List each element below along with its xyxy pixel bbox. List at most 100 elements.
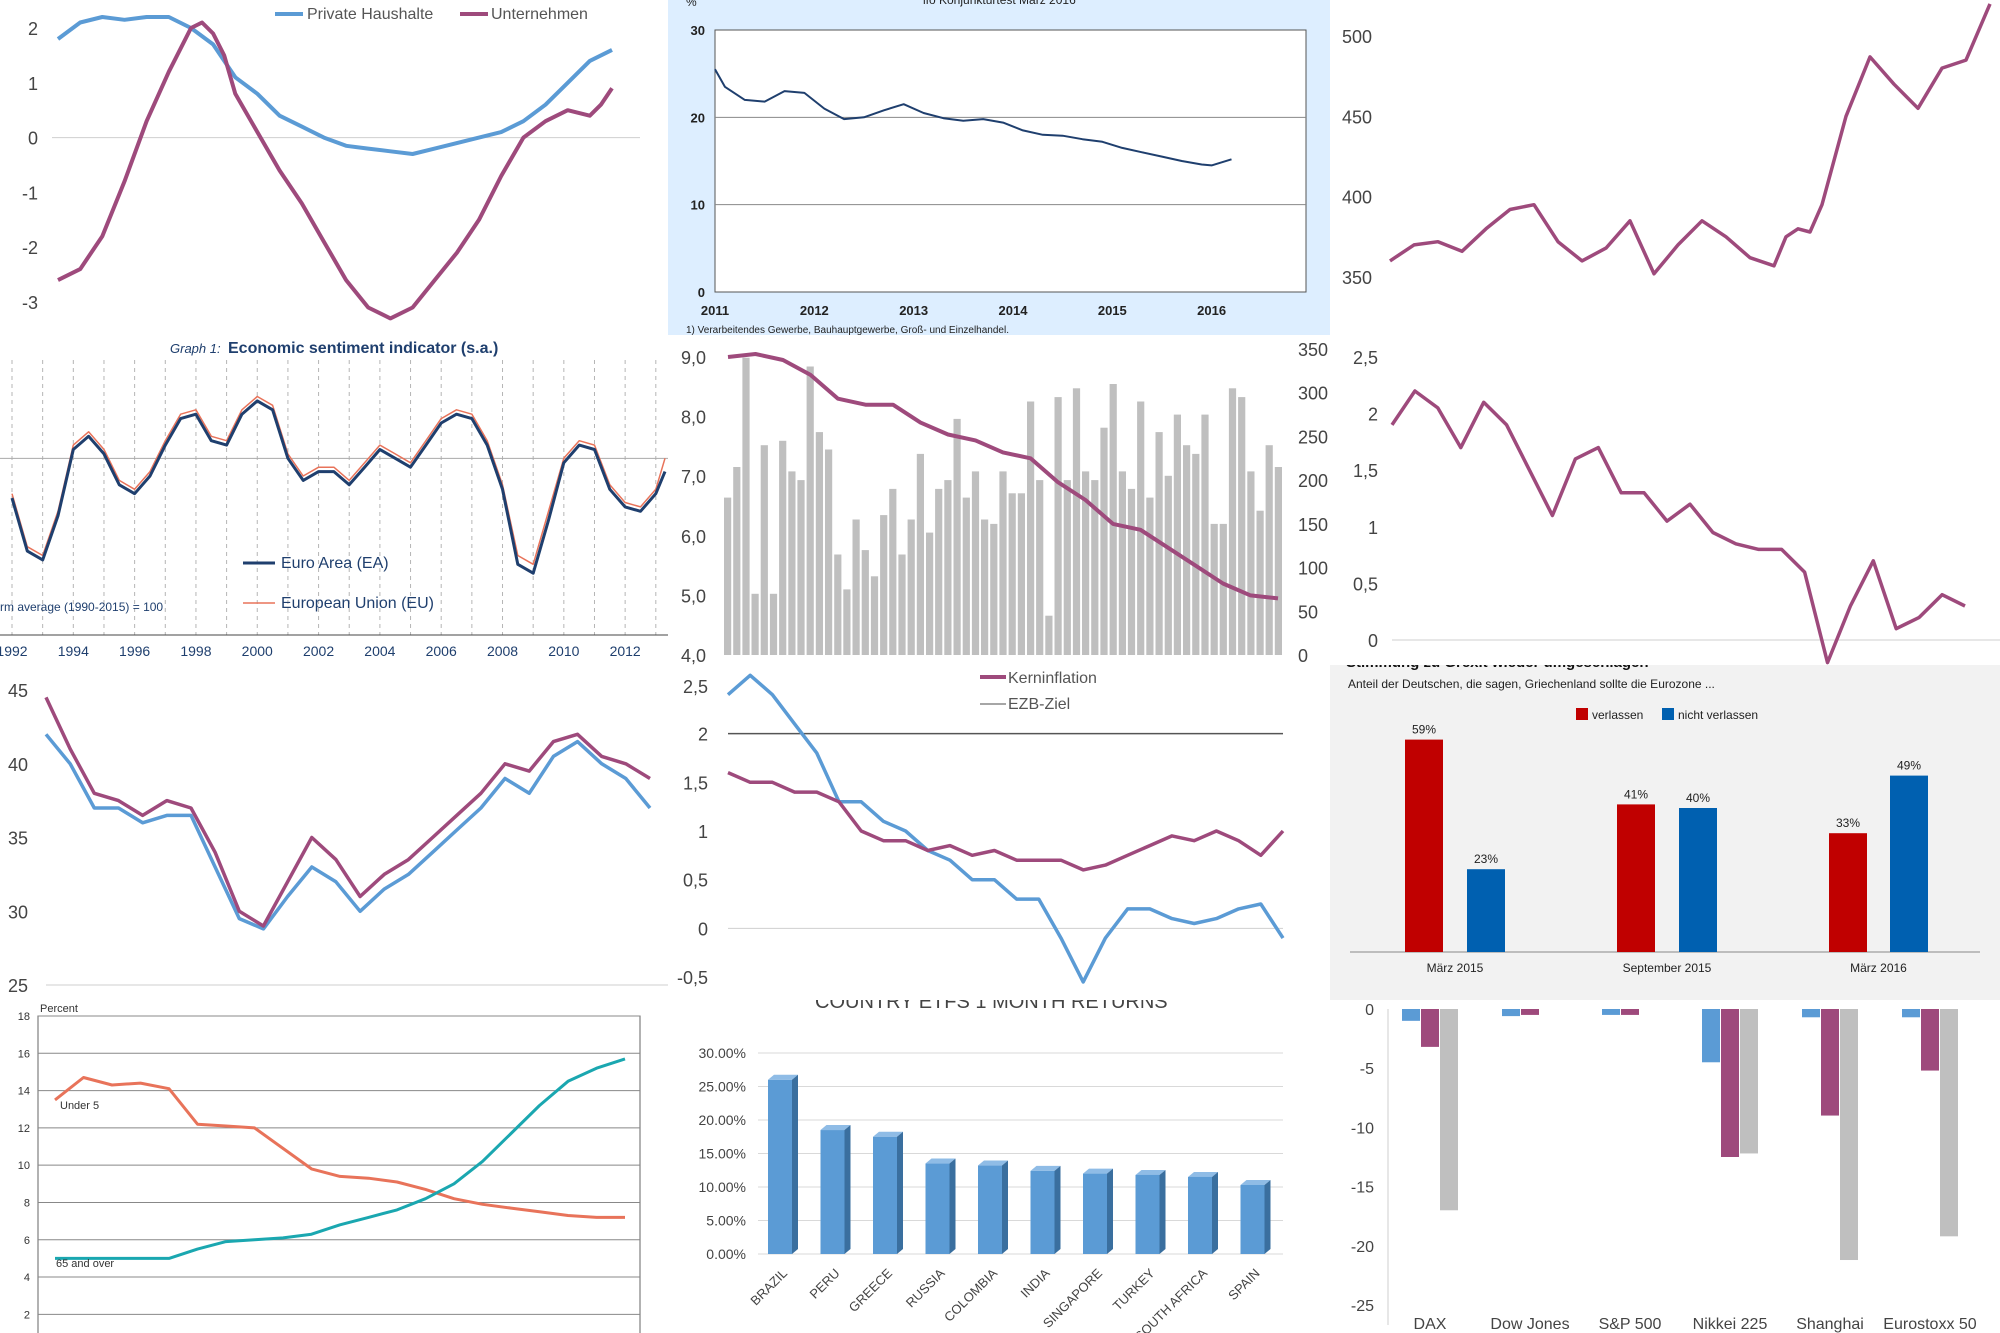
y-tick-label: 20.00% [699, 1112, 746, 1128]
bar [733, 467, 741, 655]
chart-subtitle: Anteil der Deutschen, die sagen, Grieche… [1348, 677, 1715, 691]
y-tick-right: 350 [1298, 340, 1328, 360]
y-tick-label: 0 [1365, 1002, 1374, 1019]
bar-purple [1521, 1009, 1539, 1015]
y-tick-label: 15.00% [699, 1146, 746, 1162]
y-tick-label: 40 [8, 755, 28, 775]
y-tick-label: -0,5 [677, 968, 708, 988]
bar [981, 519, 989, 655]
x-tick-label: 2013 [899, 303, 928, 318]
chart-subtitle: ifo Konjunkturtest März 2016 [923, 0, 1076, 7]
bar [1045, 615, 1053, 655]
bar-top [873, 1131, 903, 1137]
bar [1173, 414, 1181, 655]
chart-title: Stimmung zu Grexit wieder umgeschlagen [1346, 665, 1649, 671]
y-tick-left: 7,0 [681, 467, 706, 487]
y-tick-label: 2 [698, 725, 708, 745]
bar-value-label: 33% [1836, 816, 1860, 830]
y-tick-label: 14 [18, 1086, 30, 1098]
bar-blue [1602, 1009, 1620, 1015]
y-tick-label: -3 [22, 293, 38, 313]
y-tick-label: 0 [1368, 631, 1378, 651]
y-tick-left: 6,0 [681, 527, 706, 547]
chart-population-share: 18 16 14 12 10 8 6 4 2 Percent Under 5 65 and over [18, 1003, 641, 1333]
y-tick-label: -5 [1360, 1061, 1374, 1078]
x-tick-label: 2006 [426, 643, 457, 659]
panel-dual-axis-bars: 9,0 8,0 7,0 6,0 5,0 4,0 350 300 250 200 150 100 50 0 [668, 335, 1330, 665]
x-tick-label: 2002 [303, 643, 334, 659]
bar [870, 576, 879, 655]
y-tick-label: 25 [8, 976, 28, 996]
y-tick-label: 10 [691, 198, 705, 213]
bar-purple [1921, 1009, 1939, 1071]
panel-sentiment-households-companies: 2 1 0 -1 -2 -3 Private Haushalte Unternehmen [0, 0, 668, 335]
bar [724, 497, 732, 655]
bar-side [844, 1125, 851, 1254]
x-tick-label: 1994 [58, 643, 89, 659]
y-tick-label: 2,5 [1353, 348, 1378, 368]
x-category-label: GREECE [846, 1265, 896, 1315]
bar-purple [1721, 1009, 1739, 1157]
bar [751, 593, 759, 655]
legend-label-eu: European Union (EU) [281, 595, 434, 612]
x-category-label: März 2016 [1850, 961, 1907, 975]
legend-swatch-stay [1662, 708, 1674, 720]
bar-blue [1402, 1009, 1420, 1021]
y-tick-label: 12 [18, 1123, 30, 1135]
y-tick-label: 2,5 [683, 677, 708, 697]
bar [834, 554, 842, 655]
bar [1072, 388, 1081, 655]
bar-red [1829, 833, 1867, 952]
series-line [1390, 389, 1966, 665]
panel-declining-line: 2,5 2 1,5 1 0,5 0 [1330, 335, 2000, 665]
x-category-label: Dow Jones [1490, 1316, 1569, 1333]
bar [843, 589, 851, 655]
y-tick-label: -15 [1351, 1180, 1374, 1197]
y-tick-left: 4,0 [681, 646, 706, 665]
bar [1027, 401, 1035, 655]
bar [880, 515, 888, 655]
legend-swatch-leave [1576, 708, 1588, 720]
x-category-label: DAX [1414, 1316, 1447, 1333]
y-tick-label: 16 [18, 1048, 30, 1060]
x-tick-label: 2016 [1197, 303, 1226, 318]
bar [1201, 414, 1209, 655]
bar [978, 1165, 1002, 1254]
bar [1183, 445, 1191, 655]
series-line-under5 [54, 1076, 625, 1219]
panel-population-share: 18 16 14 12 10 8 6 4 2 Percent Under 5 65 and over [0, 1000, 668, 1333]
series-line-purple [727, 770, 1285, 872]
y-tick-label: 8 [24, 1197, 30, 1209]
series-line-blue [56, 15, 613, 156]
y-tick-label: -1 [22, 183, 38, 203]
y-tick-label: 18 [18, 1011, 30, 1023]
footnote: 1) Verarbeitendes Gewerbe, Bauhauptgewer… [686, 325, 1009, 335]
y-tick-label: 0,5 [1353, 574, 1378, 594]
chart-index-line: 500 450 400 350 [1342, 3, 1992, 288]
y-tick-right: 50 [1298, 602, 1318, 622]
bar [999, 471, 1007, 655]
bar [769, 593, 778, 655]
bar-top [925, 1158, 956, 1164]
x-tick-label: 2012 [800, 303, 829, 318]
bar-blue [1502, 1009, 1520, 1017]
y-tick-label: 1,5 [1353, 461, 1378, 481]
bar [944, 480, 952, 655]
y-tick-label: 25.00% [699, 1079, 746, 1095]
y-tick-label: 1 [1368, 518, 1378, 538]
bar [1082, 471, 1090, 655]
bar-mblue [1890, 775, 1928, 952]
x-category-label: INDIA [1017, 1265, 1052, 1300]
bar [1146, 497, 1154, 655]
x-category-label: RUSSIA [903, 1265, 948, 1310]
bar-red [1405, 739, 1443, 952]
bar-top [768, 1074, 798, 1080]
bar-value-label: 49% [1897, 759, 1921, 773]
bar [1063, 480, 1071, 655]
bar-top [1188, 1171, 1218, 1177]
panel-two-series: 45 40 35 30 25 [0, 665, 668, 1000]
panel-core-inflation: 2,5 2 1,5 1 0,5 0 -0,5 Kerninflation EZB-Ziel [668, 665, 1330, 1000]
bar [907, 519, 915, 655]
bar [742, 357, 750, 655]
x-tick-label: 2004 [364, 643, 395, 659]
